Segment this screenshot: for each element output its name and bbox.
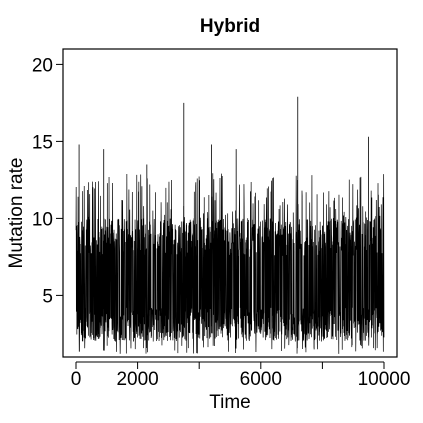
x-tick-label: 2000 (116, 369, 158, 390)
x-axis: 0 2000 6000 10000 (71, 361, 411, 390)
series-line (75, 173, 385, 354)
y-axis: 5 10 15 20 (32, 55, 63, 307)
y-tick-label: 20 (32, 55, 53, 76)
plot-frame (62, 48, 398, 358)
y-tick-label: 10 (32, 209, 53, 230)
x-axis-label: Time (209, 392, 251, 413)
y-tick-label: 5 (42, 286, 53, 307)
series-layer (75, 96, 385, 354)
x-tick-label: 0 (71, 369, 82, 390)
series-peaks (78, 96, 369, 327)
y-tick-label: 15 (32, 132, 53, 153)
chart-title: Hybrid (200, 16, 260, 37)
x-tick-label: 10000 (358, 369, 411, 390)
x-tick-label: 6000 (240, 369, 282, 390)
y-axis-label: Mutation rate (6, 158, 27, 269)
